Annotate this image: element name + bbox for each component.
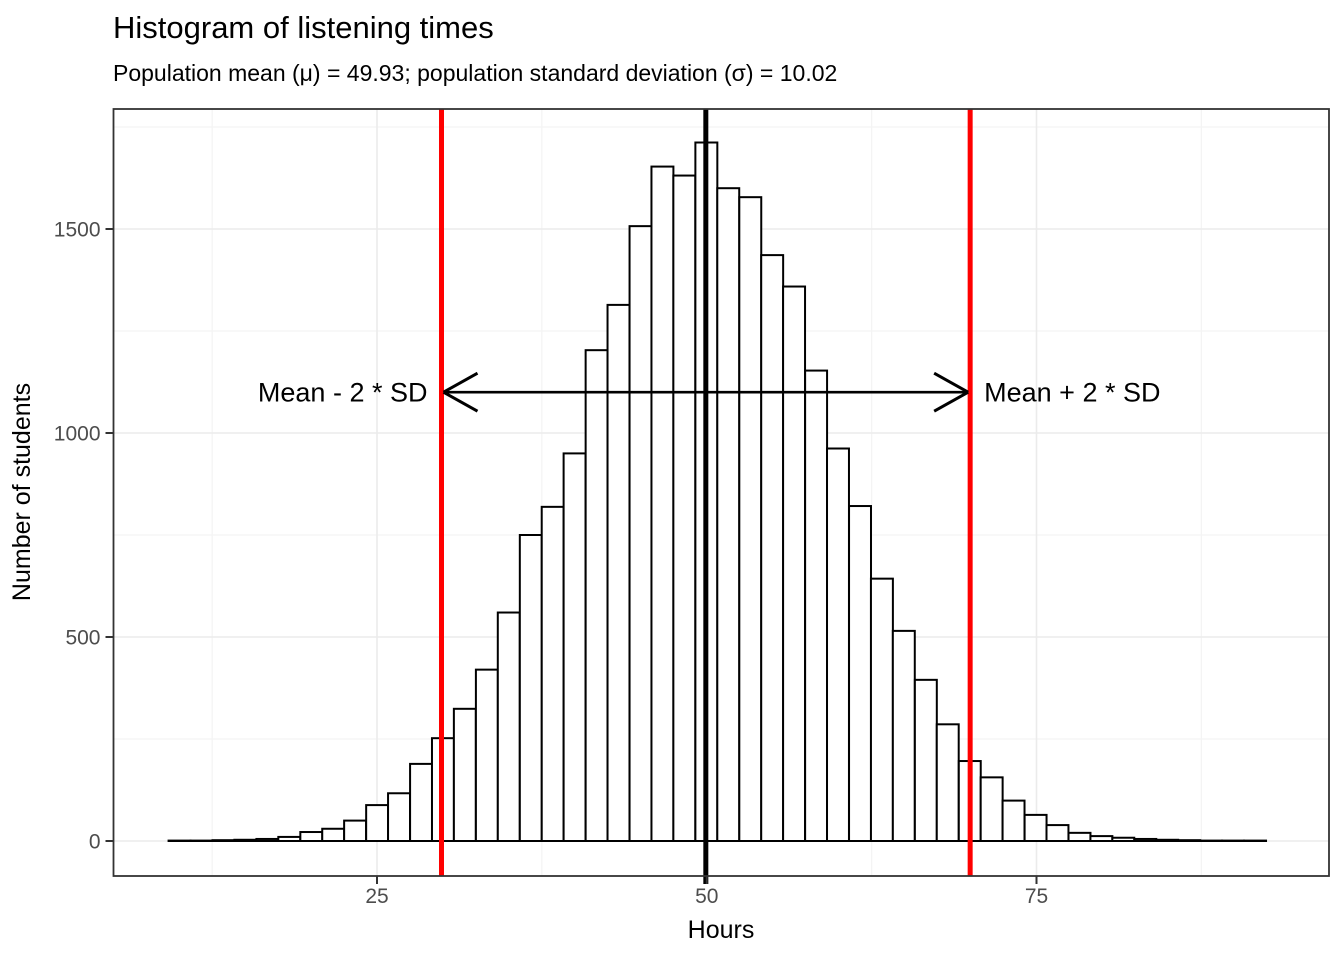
histogram-bar [826, 447, 850, 842]
histogram-bar [606, 303, 631, 842]
histogram-bar [979, 776, 1004, 842]
arrow-head [933, 371, 969, 394]
histogram-bar [496, 611, 521, 843]
reference-lines [438, 109, 973, 884]
histogram-bars [167, 141, 1268, 843]
x-axis-title: Hours [688, 916, 755, 944]
histogram-bar [1023, 813, 1048, 842]
histogram-bar [1155, 838, 1180, 843]
mean-minus-2sd-label: Mean - 2 * SD [258, 378, 428, 408]
x-tick-label: 75 [1025, 885, 1048, 908]
x-tick-label: 25 [365, 885, 388, 908]
histogram-bar [848, 505, 872, 842]
arrow-head [442, 390, 479, 413]
histogram-bar [716, 187, 741, 842]
histogram-bar [277, 835, 302, 842]
y-tick-label: 0 [89, 830, 101, 853]
histogram-bar [1177, 839, 1202, 843]
y-tick-label: 1000 [54, 422, 101, 445]
histogram-bar [409, 762, 434, 842]
histogram-bar [891, 629, 916, 842]
histogram-bar [782, 285, 807, 842]
histogram-bar [540, 505, 565, 842]
histogram-bar [672, 174, 697, 842]
histogram-bar [935, 723, 960, 843]
histogram-bar [628, 225, 653, 843]
histogram-bar [387, 792, 412, 842]
histogram-bar [913, 678, 938, 843]
arrow-head [933, 390, 969, 413]
y-tick-label: 1500 [54, 218, 101, 241]
arrow-head [442, 371, 479, 394]
histogram-bar [518, 534, 543, 842]
histogram-bar [1001, 799, 1026, 842]
histogram-bar [1089, 835, 1114, 843]
chart-title: Histogram of listening times [113, 10, 494, 45]
histogram-bar [760, 254, 785, 842]
histogram-bar [343, 819, 368, 842]
histogram-bar [365, 804, 390, 843]
histogram-bar [233, 838, 258, 843]
histogram-bar [650, 165, 675, 843]
sd-range-arrow [442, 371, 969, 413]
histogram-bar [299, 831, 324, 842]
histogram-bar [738, 196, 763, 842]
mean-plus-2sd-label: Mean + 2 * SD [984, 378, 1160, 408]
x-tick-label: 50 [695, 885, 718, 908]
panel-border-rect [112, 108, 1330, 877]
y-tick-label: 500 [65, 626, 100, 649]
histogram-bar [1133, 837, 1158, 843]
panel-border [112, 108, 1330, 877]
histogram-bar [211, 839, 236, 843]
histogram-bar [452, 707, 477, 842]
histogram-bar [474, 668, 499, 843]
histogram-bar [1111, 836, 1136, 843]
histogram-bar [584, 349, 609, 842]
histogram-bar [1067, 831, 1092, 843]
histogram-bar [255, 837, 280, 843]
histogram-bar [562, 452, 587, 842]
histogram-bar [804, 369, 829, 842]
histogram-bar [869, 577, 894, 842]
y-axis-title: Number of students [8, 383, 36, 601]
chart-subtitle: Population mean (μ) = 49.93; population … [113, 60, 837, 86]
axis-tick-labels: 25 50 75 0 500 1000 1500 [54, 218, 1048, 908]
axis-tick-marks [105, 228, 1038, 884]
histogram-bar [1045, 824, 1070, 843]
histogram-bar [321, 827, 346, 843]
